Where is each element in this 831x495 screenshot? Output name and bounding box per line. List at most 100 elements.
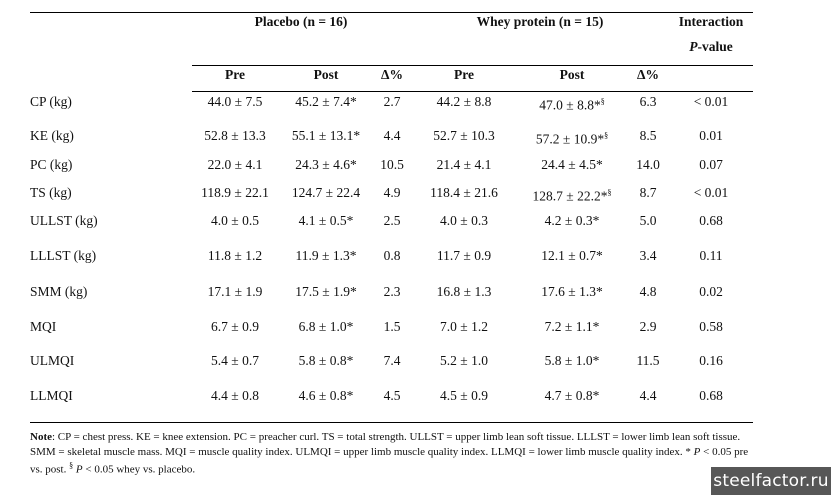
cell-whey-post: 24.4 ± 4.5* [541, 157, 602, 173]
cell-placebo-delta: 4.9 [383, 185, 401, 200]
cell-whey-post-value: 17.6 ± 1.3* [541, 284, 603, 299]
cell-whey-post-value: 5.8 ± 1.0* [544, 353, 600, 368]
cell-placebo-delta: 7.4 [383, 353, 401, 368]
note-section-mark: § [69, 461, 74, 471]
row-label: CP (kg) [30, 94, 72, 109]
cell-whey-post-value: 7.2 ± 1.1* [544, 319, 600, 334]
cell-placebo-delta: 2.5 [383, 213, 401, 228]
subheader-rule [192, 65, 753, 66]
cell-placebo-post: 5.8 ± 0.8* [298, 353, 354, 368]
cell-interaction-p: 0.07 [699, 157, 723, 172]
subheader-placebo-post: Post [313, 67, 339, 82]
cell-placebo-pre: 6.7 ± 0.9 [211, 319, 259, 334]
cell-whey-delta: 11.5 [636, 353, 660, 368]
cell-interaction-p: 0.02 [699, 284, 723, 299]
cell-placebo-pre: 17.1 ± 1.9 [207, 284, 263, 299]
cell-whey-post-value: 57.2 ± 10.9* [535, 131, 605, 147]
header-bottom-rule [192, 91, 753, 92]
row-label: MQI [30, 319, 57, 334]
cell-whey-delta: 5.0 [639, 213, 657, 228]
cell-whey-delta: 2.9 [639, 319, 657, 334]
cell-placebo-post: 4.6 ± 0.8* [298, 388, 354, 403]
row-label: ULLST (kg) [30, 213, 98, 228]
cell-whey-delta: 3.4 [639, 248, 657, 263]
row-label: KE (kg) [30, 128, 74, 143]
cell-placebo-delta: 2.7 [383, 94, 401, 109]
cell-interaction-p: < 0.01 [693, 185, 729, 200]
cell-placebo-delta: 10.5 [380, 157, 404, 172]
subheader-whey-post: Post [559, 67, 585, 82]
cell-whey-post-value: 47.0 ± 8.8* [539, 97, 601, 113]
cell-whey-pre: 4.5 ± 0.9 [440, 388, 488, 403]
subheader-placebo-pre: Pre [225, 67, 245, 82]
cell-whey-delta: 4.8 [639, 284, 657, 299]
cell-placebo-post: 124.7 ± 22.4 [291, 185, 361, 200]
cell-whey-delta: 8.5 [639, 128, 657, 143]
cell-placebo-pre: 44.0 ± 7.5 [207, 94, 263, 109]
cell-placebo-post: 55.1 ± 13.1* [291, 128, 361, 143]
cell-whey-post: 12.1 ± 0.7* [541, 248, 602, 264]
cell-placebo-delta: 2.3 [383, 284, 401, 299]
cell-interaction-p: 0.58 [699, 319, 723, 334]
cell-interaction-p: < 0.01 [693, 94, 729, 109]
note-label: Note [30, 431, 52, 443]
cell-whey-pre: 52.7 ± 10.3 [433, 128, 495, 143]
table-top-rule [30, 12, 753, 13]
cell-whey-post: 128.7 ± 22.2*§ [533, 185, 612, 205]
row-label: LLLST (kg) [30, 248, 97, 263]
cell-placebo-pre: 22.0 ± 4.1 [207, 157, 263, 172]
cell-placebo-delta: 1.5 [383, 319, 401, 334]
table-bottom-rule [30, 422, 753, 423]
cell-whey-post: 4.7 ± 0.8* [545, 388, 600, 404]
cell-placebo-post: 11.9 ± 1.3* [295, 248, 357, 263]
cell-whey-pre: 4.0 ± 0.3 [440, 213, 488, 228]
cell-interaction-p: 0.68 [699, 388, 723, 403]
interaction-header-line2: P-value [689, 39, 733, 55]
cell-whey-delta: 4.4 [639, 388, 657, 403]
cell-whey-post: 17.6 ± 1.3* [541, 284, 602, 300]
subheader-whey-pre: Pre [454, 67, 474, 82]
cell-placebo-post: 24.3 ± 4.6* [295, 157, 357, 172]
cell-whey-delta: 6.3 [639, 94, 657, 109]
cell-whey-pre: 44.2 ± 8.8 [436, 94, 492, 109]
cell-whey-pre: 16.8 ± 1.3 [436, 284, 492, 299]
cell-whey-post: 4.2 ± 0.3* [545, 213, 600, 229]
cell-interaction-p: 0.11 [699, 248, 723, 263]
cell-whey-post-value: 24.4 ± 4.5* [541, 157, 603, 172]
cell-interaction-p: 0.01 [699, 128, 723, 143]
cell-placebo-pre: 4.4 ± 0.8 [211, 388, 259, 403]
cell-placebo-delta: 0.8 [383, 248, 401, 263]
note-p-1: P [693, 445, 701, 458]
cell-placebo-delta: 4.4 [383, 128, 401, 143]
cell-whey-pre: 7.0 ± 1.2 [440, 319, 488, 334]
row-label: PC (kg) [30, 157, 73, 172]
table-note: Note: CP = chest press. KE = knee extens… [30, 430, 760, 477]
cell-whey-delta: 8.7 [639, 185, 657, 200]
cell-placebo-delta: 4.5 [383, 388, 401, 403]
cell-interaction-p: 0.16 [699, 353, 723, 368]
subheader-whey-delta: Δ% [637, 67, 659, 82]
cell-placebo-pre: 5.4 ± 0.7 [211, 353, 259, 368]
subheader-placebo-delta: Δ% [381, 67, 403, 82]
cell-interaction-p: 0.68 [699, 213, 723, 228]
note-p-2: P [75, 463, 83, 476]
placebo-group-header: Placebo (n = 16) [254, 14, 348, 29]
cell-placebo-post: 4.1 ± 0.5* [298, 213, 354, 228]
cell-whey-post: 5.8 ± 1.0* [545, 353, 600, 369]
row-label: LLMQI [30, 388, 73, 403]
cell-whey-post-section-mark: § [607, 188, 612, 197]
cell-placebo-post: 17.5 ± 1.9* [295, 284, 357, 299]
cell-whey-post: 57.2 ± 10.9*§ [536, 128, 608, 148]
interaction-header-line1: Interaction [678, 14, 744, 29]
site-watermark: steelfactor.ru [711, 467, 831, 495]
cell-whey-post-value: 4.2 ± 0.3* [544, 213, 600, 228]
note-text-3: < 0.05 whey vs. placebo. [82, 463, 196, 476]
cell-placebo-pre: 4.0 ± 0.5 [211, 213, 259, 228]
cell-placebo-pre: 118.9 ± 22.1 [201, 185, 269, 200]
interaction-p-rest: -value [697, 39, 733, 54]
cell-whey-post: 47.0 ± 8.8*§ [539, 94, 604, 114]
cell-whey-pre: 5.2 ± 1.0 [440, 353, 488, 368]
cell-whey-pre: 21.4 ± 4.1 [436, 157, 492, 172]
cell-whey-post: 7.2 ± 1.1* [545, 319, 600, 335]
row-label: ULMQI [30, 353, 75, 368]
